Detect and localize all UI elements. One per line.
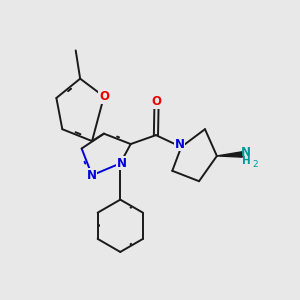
- Text: N: N: [175, 138, 185, 151]
- Text: 2: 2: [253, 160, 258, 169]
- Text: N: N: [86, 169, 96, 182]
- Text: O: O: [152, 95, 161, 108]
- Text: O: O: [99, 90, 109, 103]
- Text: N: N: [241, 146, 251, 159]
- Text: H: H: [242, 156, 250, 166]
- Text: N: N: [117, 157, 127, 170]
- Polygon shape: [217, 152, 242, 157]
